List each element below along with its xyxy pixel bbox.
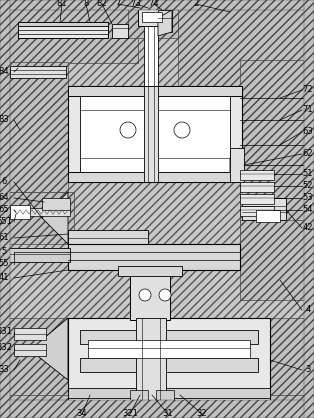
Text: 54: 54 (303, 206, 313, 214)
Text: 72: 72 (303, 86, 313, 94)
Text: 7: 7 (115, 0, 121, 8)
Bar (178, 8, 306, 88)
Circle shape (174, 122, 190, 138)
Bar (144, 86, 158, 182)
Text: 3: 3 (305, 365, 311, 375)
Circle shape (159, 289, 171, 301)
Polygon shape (42, 192, 68, 244)
Bar (240, 194, 274, 204)
Bar (8, 62, 68, 192)
Bar (112, 24, 128, 38)
Bar (230, 148, 244, 182)
Bar (18, 22, 108, 38)
Text: 61: 61 (0, 234, 9, 242)
Bar (240, 60, 306, 250)
Bar (0, 0, 10, 418)
Bar (256, 210, 280, 222)
Bar (128, 8, 178, 38)
Text: 62: 62 (303, 150, 313, 158)
Bar (142, 12, 162, 22)
Text: 33: 33 (0, 365, 9, 375)
Bar (156, 390, 174, 400)
Bar (68, 230, 148, 248)
Bar (136, 318, 166, 400)
Bar (8, 192, 74, 244)
Text: 65: 65 (0, 206, 9, 214)
Text: 63: 63 (303, 127, 313, 137)
Text: 71: 71 (303, 105, 313, 115)
Polygon shape (158, 10, 172, 36)
Text: 651: 651 (0, 217, 12, 227)
Bar (8, 248, 70, 262)
Text: 2: 2 (193, 0, 199, 8)
Text: 81: 81 (57, 0, 67, 8)
Text: 51: 51 (303, 170, 313, 178)
Bar (14, 344, 46, 356)
Text: 73: 73 (131, 0, 141, 8)
Bar (68, 86, 242, 96)
Circle shape (120, 122, 136, 138)
Text: 34: 34 (77, 410, 87, 418)
Bar (10, 66, 66, 78)
Text: 6: 6 (1, 178, 7, 186)
Bar (14, 328, 46, 340)
Bar (80, 358, 258, 372)
Polygon shape (30, 318, 68, 380)
Bar (240, 182, 274, 192)
Bar (304, 0, 314, 418)
Bar (240, 170, 274, 180)
Text: 32: 32 (197, 410, 207, 418)
Bar (144, 26, 158, 86)
Text: 64: 64 (0, 194, 9, 202)
Bar (8, 395, 306, 410)
Text: 332: 332 (0, 344, 12, 352)
Bar (8, 318, 70, 408)
Bar (68, 244, 240, 270)
Text: 82: 82 (97, 0, 107, 8)
Text: 4: 4 (306, 306, 311, 314)
Bar (18, 22, 108, 26)
Text: 74: 74 (149, 0, 159, 8)
Text: 53: 53 (303, 194, 313, 202)
Bar (138, 8, 166, 26)
Text: 52: 52 (303, 181, 313, 191)
Bar (240, 220, 306, 300)
Bar (0, 0, 314, 10)
Circle shape (139, 289, 151, 301)
Bar (68, 86, 242, 182)
Bar (118, 266, 182, 276)
Polygon shape (230, 148, 240, 178)
Text: 83: 83 (0, 115, 9, 125)
Bar (68, 172, 242, 182)
Bar (88, 340, 250, 358)
Bar (8, 8, 138, 63)
Bar (240, 206, 274, 216)
Text: 331: 331 (0, 327, 12, 336)
Text: 55: 55 (0, 260, 9, 268)
Bar (80, 96, 230, 172)
Bar (130, 390, 148, 400)
Text: 321: 321 (122, 410, 138, 418)
Bar (10, 208, 70, 216)
Text: 84: 84 (0, 67, 9, 76)
Bar (68, 388, 270, 398)
Bar (242, 198, 286, 220)
Bar (42, 198, 70, 210)
Bar (0, 400, 314, 418)
Bar (158, 10, 172, 32)
Text: 41: 41 (0, 273, 9, 283)
Bar (10, 205, 30, 219)
Text: 42: 42 (303, 224, 313, 232)
Text: 31: 31 (163, 410, 173, 418)
Bar (80, 330, 258, 344)
Bar (68, 318, 270, 400)
Bar (130, 270, 170, 320)
Bar (268, 318, 306, 408)
Text: 8: 8 (83, 0, 89, 8)
Text: 5: 5 (1, 247, 7, 257)
